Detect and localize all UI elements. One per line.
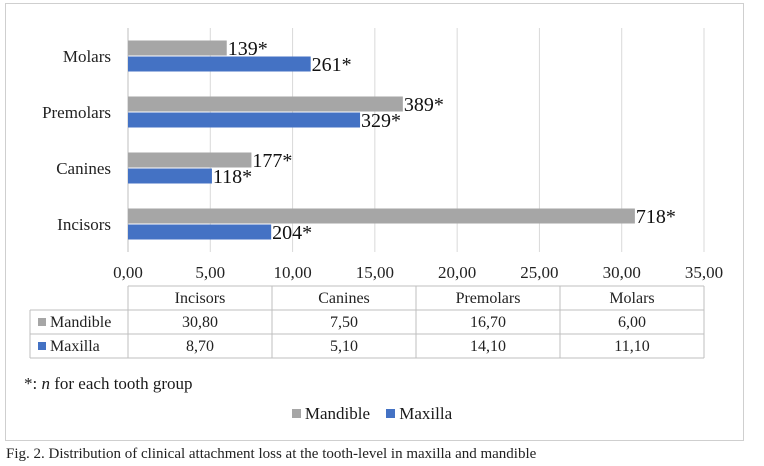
footnote-italic: n — [41, 374, 50, 393]
bar-maxilla-canines — [128, 168, 212, 184]
table-row-label-mandible: Mandible — [50, 314, 111, 331]
footnote-prefix: *: — [24, 374, 42, 393]
data-label-maxilla-molars: 261* — [312, 54, 352, 76]
tick-label-0: 0,00 — [113, 263, 143, 282]
tick-label-7: 35,00 — [685, 263, 723, 282]
category-label-canines: Canines — [56, 159, 111, 178]
tick-label-2: 10,00 — [273, 263, 311, 282]
table-header-canines: Canines — [318, 290, 370, 307]
table-swatch-mandible — [38, 318, 46, 326]
category-label-premolars: Premolars — [42, 103, 111, 122]
data-label-mandible-premolars: 389* — [404, 94, 444, 116]
bar-maxilla-premolars — [128, 112, 361, 128]
legend-label-maxilla: Maxilla — [399, 404, 453, 423]
table-header-molars: Molars — [609, 290, 654, 307]
category-axis: Incisors Canines Premolars Molars — [42, 47, 111, 234]
table-header-premolars: Premolars — [456, 290, 521, 307]
table-cell-mandible-molars: 6,00 — [618, 314, 646, 331]
data-label-mandible-incisors: 718* — [636, 206, 676, 228]
table-cell-maxilla-canines: 5,10 — [330, 338, 358, 355]
data-label-mandible-molars: 139* — [228, 38, 268, 60]
tick-label-5: 25,00 — [520, 263, 558, 282]
bar-mandible-incisors — [128, 208, 635, 224]
footnote-suffix: for each tooth group — [49, 374, 193, 393]
category-label-incisors: Incisors — [57, 215, 111, 234]
legend-swatch-mandible — [291, 409, 301, 418]
data-table: Incisors Canines Premolars Molars Mandible 30… — [29, 285, 705, 359]
data-label-mandible-canines: 177* — [252, 150, 292, 172]
data-label-maxilla-canines: 118* — [213, 166, 252, 188]
category-label-molars: Molars — [63, 47, 111, 66]
legend-swatch-maxilla — [386, 409, 396, 418]
bar-maxilla-molars — [128, 56, 311, 72]
tick-label-3: 15,00 — [356, 263, 394, 282]
table-cell-mandible-incisors: 30,80 — [182, 314, 218, 331]
tick-label-4: 20,00 — [438, 263, 476, 282]
bar-series: 718* 204* 177*118* 389*329* 139* 261* — [128, 38, 676, 244]
figure-caption: Fig. 2. Distribution of clinical attachm… — [6, 446, 537, 462]
data-label-maxilla-incisors: 204* — [272, 222, 312, 244]
tick-label-6: 30,00 — [603, 263, 641, 282]
bar-maxilla-incisors — [128, 224, 272, 240]
bar-mandible-canines — [128, 152, 252, 168]
legend-entry-mandible: Mandible — [291, 404, 370, 424]
table-row-label-maxilla: Maxilla — [50, 338, 100, 355]
bar-mandible-molars — [128, 40, 227, 56]
table-cell-maxilla-premolars: 14,10 — [470, 338, 506, 355]
footnote: *: n for each tooth group — [24, 374, 193, 394]
table-swatch-maxilla — [38, 342, 46, 350]
legend-label-mandible: Mandible — [304, 404, 370, 423]
legend: Mandible Maxilla — [0, 404, 744, 424]
legend-entry-maxilla: Maxilla — [386, 404, 452, 424]
value-axis: 0,00 5,00 10,00 15,00 20,00 25,00 30,00 35,00 — [113, 263, 723, 282]
table-cell-mandible-canines: 7,50 — [330, 314, 358, 331]
table-header-incisors: Incisors — [175, 290, 226, 307]
table-cell-maxilla-incisors: 8,70 — [186, 338, 214, 355]
table-cell-maxilla-molars: 11,10 — [614, 338, 649, 355]
bar-mandible-premolars — [128, 96, 403, 112]
table-cell-mandible-premolars: 16,70 — [470, 314, 506, 331]
tick-label-1: 5,00 — [195, 263, 225, 282]
chart-frame — [5, 3, 744, 441]
data-label-maxilla-premolars: 329* — [361, 110, 401, 132]
